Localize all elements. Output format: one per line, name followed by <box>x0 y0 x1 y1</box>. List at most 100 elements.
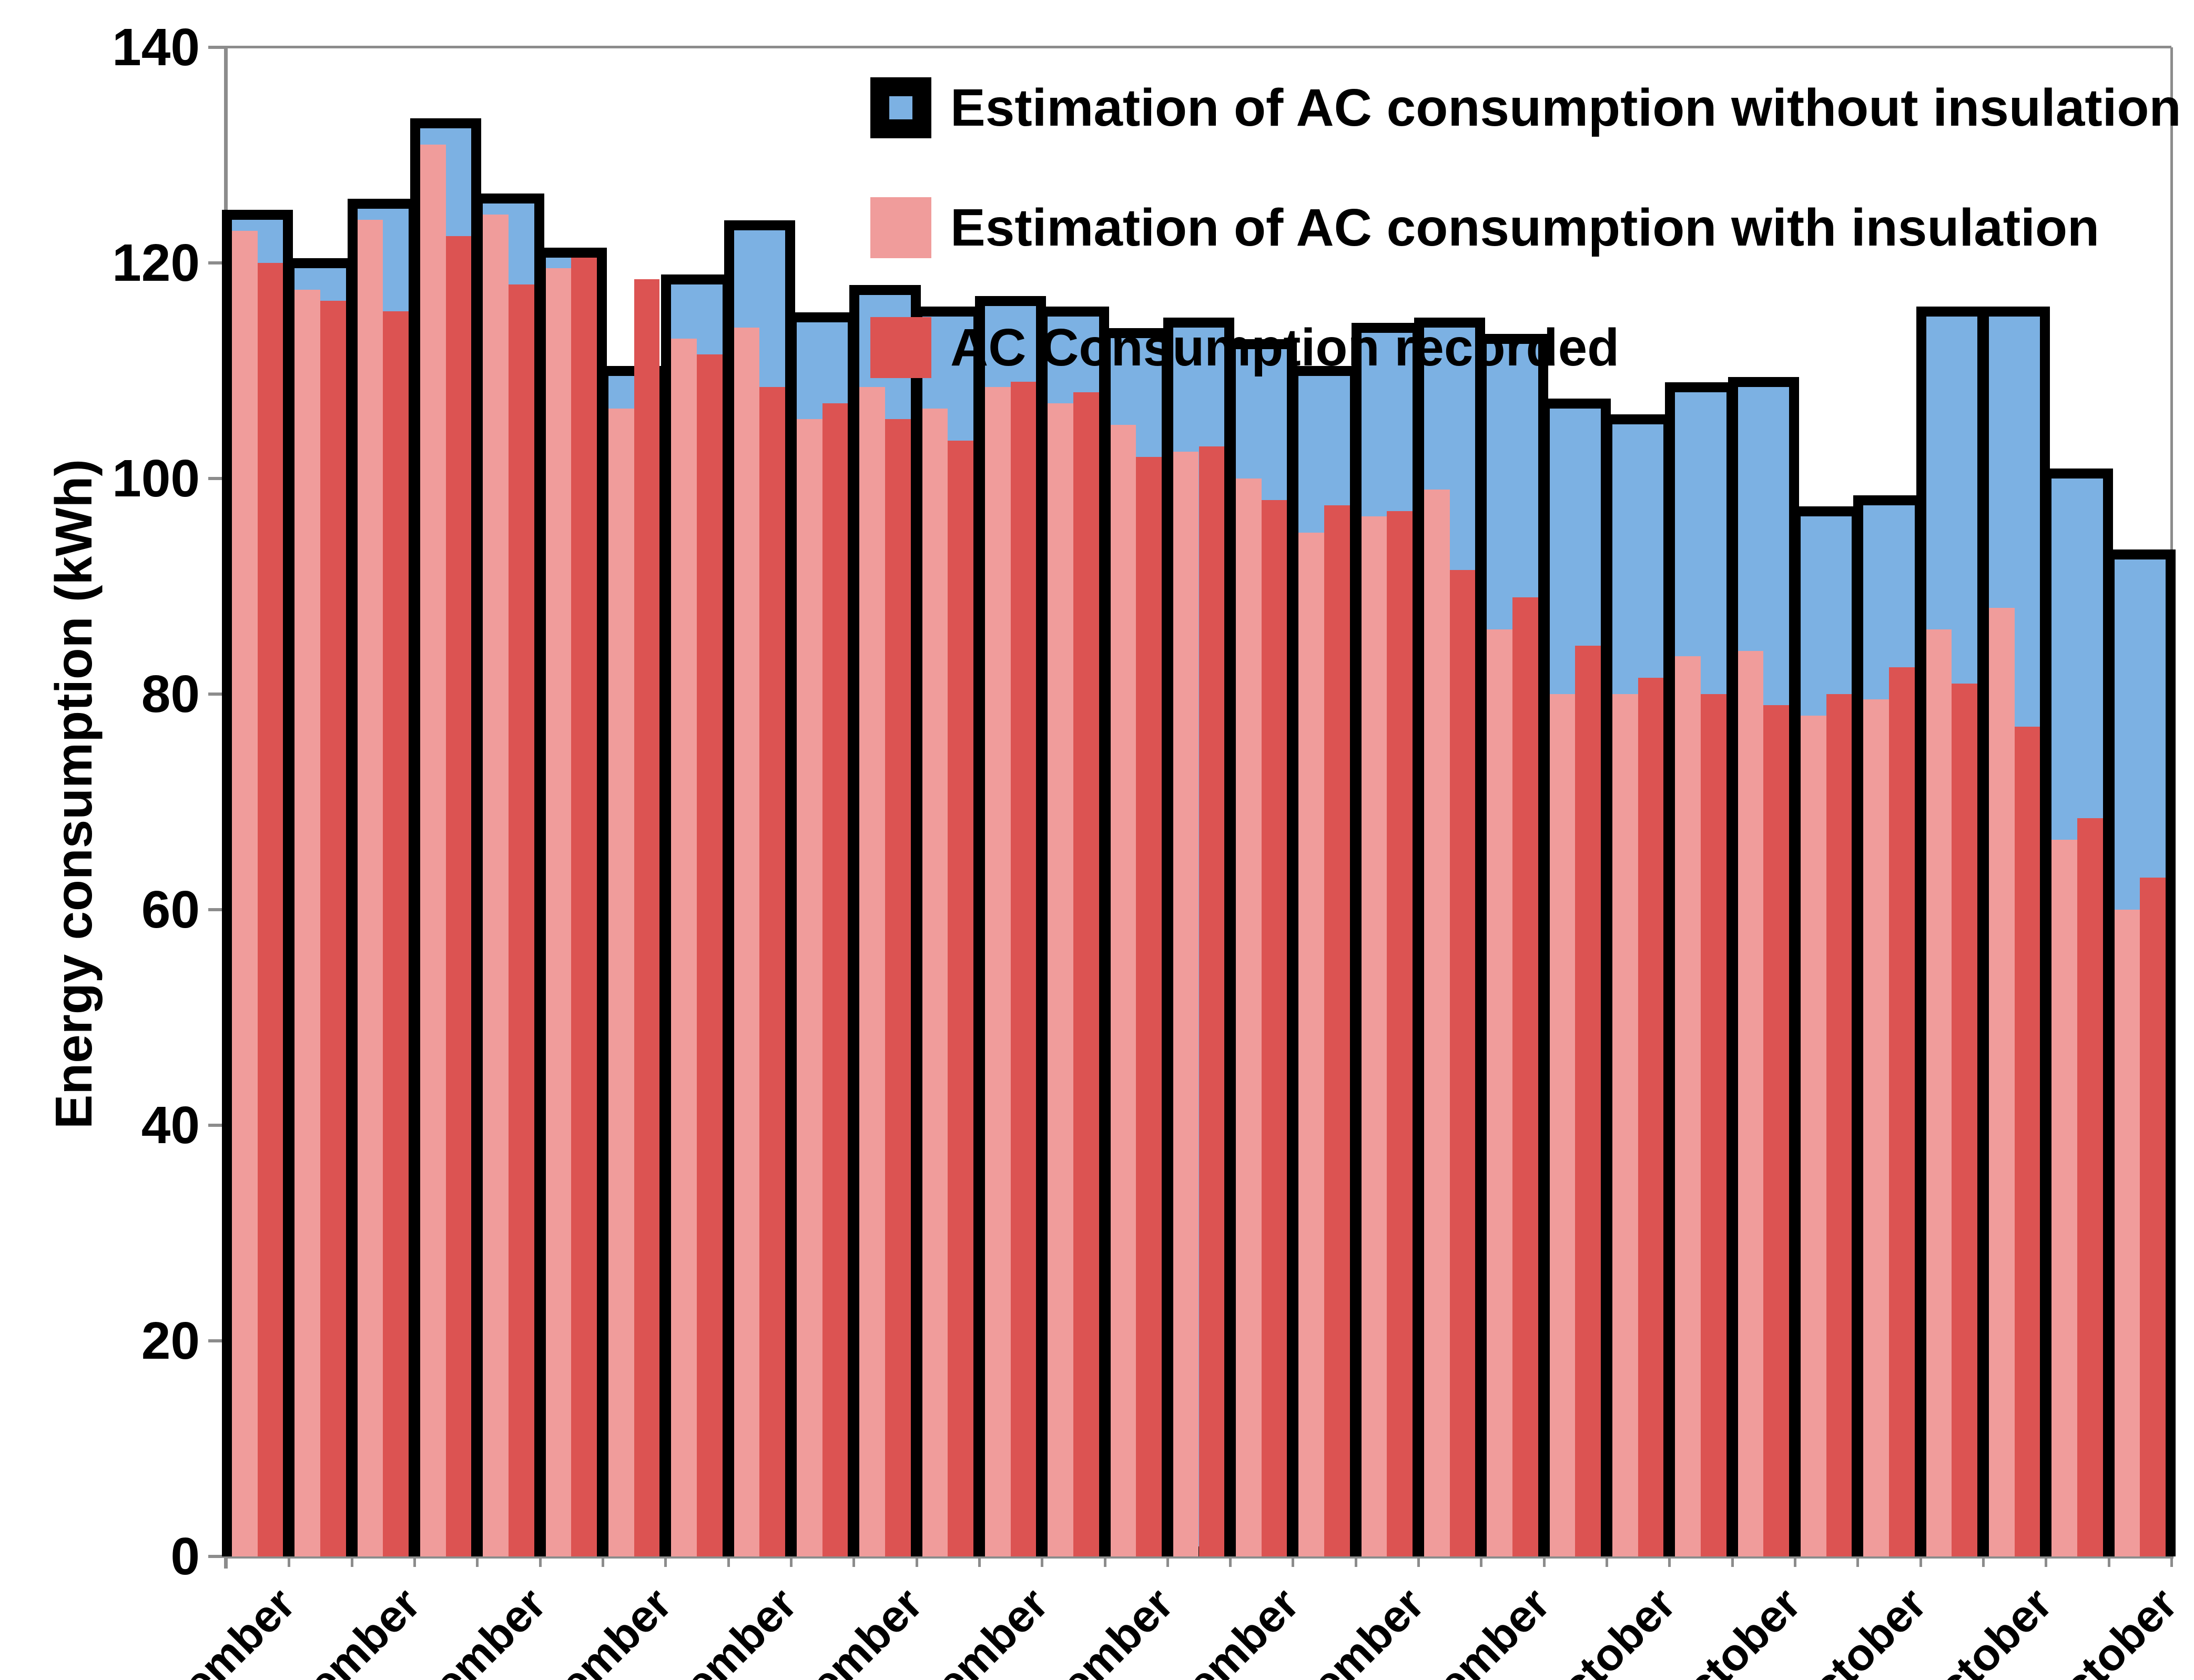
plot-area: Estimation of AC consumption without ins… <box>222 47 2181 1556</box>
x-tick-mark <box>2107 1556 2110 1567</box>
y-tick-mark <box>208 908 225 911</box>
y-tick-mark <box>208 693 225 696</box>
x-tick-mark <box>1041 1556 1044 1567</box>
legend-label: AC Consumption recorded <box>950 318 1620 377</box>
bar-recorded <box>1449 570 1476 1556</box>
y-tick-label: 100 <box>112 449 200 508</box>
bar-recorded <box>948 441 973 1556</box>
bar-with-insulation <box>1801 716 1826 1556</box>
bar-with-insulation <box>1048 403 1073 1556</box>
x-tick-label: 9 September <box>30 1577 305 1680</box>
bar-recorded <box>320 300 346 1556</box>
y-tick-mark <box>208 477 225 480</box>
bar-with-insulation <box>1675 656 1701 1556</box>
y-tick-label: 20 <box>141 1311 200 1370</box>
x-tick-mark <box>664 1556 667 1567</box>
legend: Estimation of AC consumption without ins… <box>870 68 2181 387</box>
x-tick-mark <box>2170 1556 2173 1567</box>
bar-with-insulation <box>1110 424 1136 1556</box>
bar-recorded <box>759 386 785 1556</box>
legend-item: Estimation of AC consumption without ins… <box>870 68 2181 147</box>
bar-recorded <box>1763 705 1790 1556</box>
x-tick-mark <box>978 1556 981 1567</box>
bar-with-insulation <box>483 214 509 1556</box>
x-tick-mark <box>476 1556 479 1567</box>
legend-swatch-recorded-icon <box>870 317 931 378</box>
bar-with-insulation <box>1989 608 2015 1556</box>
y-tick-label: 80 <box>141 665 200 724</box>
bar-with-insulation <box>2114 910 2140 1556</box>
legend-label: Estimation of AC consumption with insula… <box>950 198 2100 257</box>
x-tick-mark <box>1542 1556 1546 1567</box>
x-axis-line <box>224 1555 2173 1559</box>
bar-with-insulation <box>1424 489 1450 1556</box>
legend-item: Estimation of AC consumption with insula… <box>870 188 2181 267</box>
x-tick-mark <box>1166 1556 1169 1567</box>
bar-recorded <box>2014 726 2040 1556</box>
bar-recorded <box>1198 446 1225 1556</box>
bar-with-insulation <box>420 144 446 1556</box>
bar-with-insulation <box>1926 629 1952 1556</box>
bar-with-insulation <box>671 338 697 1556</box>
y-tick-label: 120 <box>112 233 200 292</box>
x-tick-mark <box>1417 1556 1420 1567</box>
legend-item: AC Consumption recorded <box>870 308 2181 387</box>
x-tick-mark <box>1794 1556 1797 1567</box>
bar-with-insulation <box>1236 478 1262 1556</box>
bar-recorded <box>1324 505 1350 1556</box>
x-tick-mark <box>350 1556 353 1567</box>
x-tick-mark <box>288 1556 291 1567</box>
bar-recorded <box>1136 457 1162 1556</box>
bar-with-insulation <box>232 230 258 1556</box>
bar-with-insulation <box>1361 516 1387 1556</box>
bar-with-insulation <box>2051 839 2077 1556</box>
x-tick-mark <box>1919 1556 1922 1567</box>
x-tick-mark <box>1480 1556 1483 1567</box>
bar-recorded <box>822 403 848 1556</box>
y-tick-label: 140 <box>112 18 200 77</box>
bar-recorded <box>445 236 472 1556</box>
bar-with-insulation <box>1738 651 1764 1556</box>
bar-recorded <box>1638 678 1664 1556</box>
bar-with-insulation <box>984 386 1011 1556</box>
bar-with-insulation <box>859 386 885 1556</box>
bar-with-insulation <box>796 419 822 1556</box>
bar-with-insulation <box>294 290 320 1556</box>
y-tick-mark <box>208 1124 225 1127</box>
x-tick-mark <box>1354 1556 1357 1567</box>
bar-recorded <box>1575 645 1601 1556</box>
bar-recorded <box>508 284 534 1556</box>
x-tick-mark <box>1856 1556 1860 1567</box>
x-tick-mark <box>539 1556 542 1567</box>
bar-recorded <box>1952 683 1978 1556</box>
bar-with-insulation <box>734 328 760 1556</box>
legend-swatch-without-insulation-icon <box>870 77 931 138</box>
bar-with-insulation <box>608 408 634 1556</box>
x-tick-mark <box>1668 1556 1671 1567</box>
x-tick-mark <box>2045 1556 2048 1567</box>
bar-recorded <box>1701 694 1726 1556</box>
x-tick-mark <box>1292 1556 1295 1567</box>
x-tick-mark <box>915 1556 918 1567</box>
bar-with-insulation <box>545 268 572 1556</box>
plot-top-border <box>226 46 2171 48</box>
x-tick-mark <box>225 1556 228 1567</box>
x-tick-mark <box>1731 1556 1734 1567</box>
y-tick-mark <box>208 261 225 264</box>
legend-swatch-with-insulation-icon <box>870 197 931 258</box>
bar-recorded <box>1261 500 1287 1556</box>
bar-with-insulation <box>1863 699 1890 1556</box>
x-tick-mark <box>601 1556 604 1567</box>
bar-with-insulation <box>1487 629 1513 1556</box>
bar-recorded <box>1387 511 1413 1556</box>
bar-recorded <box>1010 381 1037 1556</box>
bar-recorded <box>1073 392 1099 1556</box>
y-tick-label: 0 <box>170 1527 200 1586</box>
bar-recorded <box>885 419 911 1556</box>
y-tick-mark <box>208 46 225 49</box>
bar-recorded <box>383 311 409 1556</box>
x-tick-mark <box>413 1556 416 1567</box>
x-tick-mark <box>1229 1556 1232 1567</box>
y-tick-label: 40 <box>141 1096 200 1155</box>
